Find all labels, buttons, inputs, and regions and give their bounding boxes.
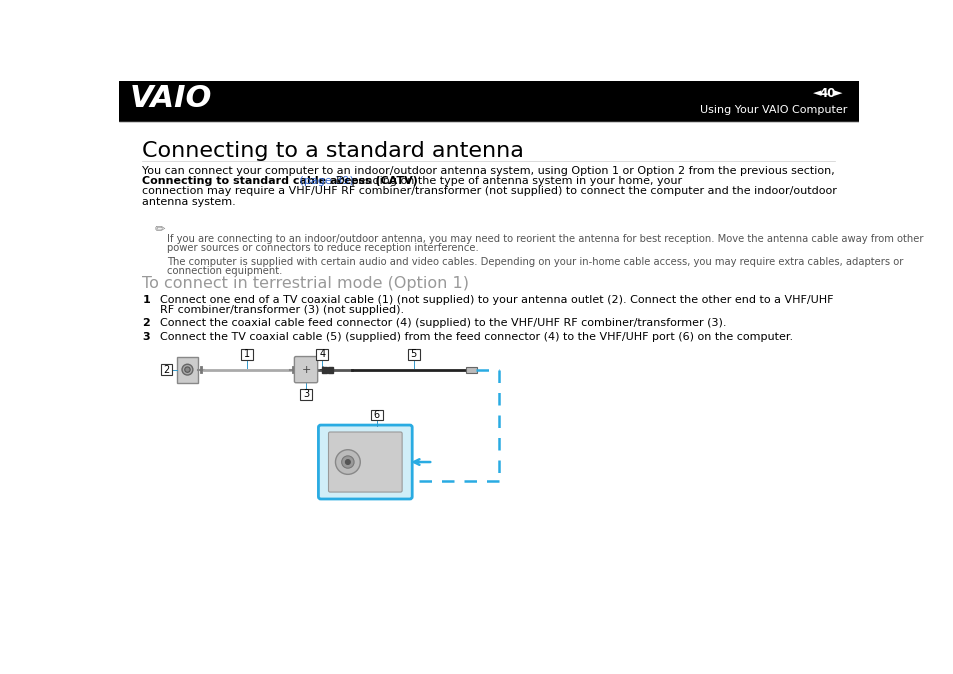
Text: 1: 1: [142, 295, 150, 305]
FancyBboxPatch shape: [318, 425, 412, 499]
Circle shape: [335, 450, 360, 474]
Circle shape: [341, 456, 354, 468]
Text: . Depending on the type of antenna system in your home, your: . Depending on the type of antenna syste…: [329, 176, 681, 186]
Text: 2: 2: [142, 318, 150, 328]
FancyBboxPatch shape: [294, 357, 317, 383]
Bar: [241, 349, 253, 360]
Circle shape: [185, 367, 190, 372]
Text: ✏: ✏: [154, 223, 165, 237]
Text: 5: 5: [410, 349, 416, 359]
Bar: [160, 364, 172, 375]
Text: RF combiner/transformer (3) (not supplied).: RF combiner/transformer (3) (not supplie…: [159, 305, 403, 315]
Bar: [119, 81, 858, 121]
Text: 3: 3: [303, 390, 309, 399]
Text: Connect the coaxial cable feed connector (4) (supplied) to the VHF/UHF RF combin: Connect the coaxial cable feed connector…: [159, 318, 725, 328]
Text: connection equipment.: connection equipment.: [167, 266, 282, 276]
Text: Using Your VAIO Computer: Using Your VAIO Computer: [700, 105, 847, 115]
Text: The computer is supplied with certain audio and video cables. Depending on your : The computer is supplied with certain au…: [167, 257, 902, 267]
Text: +: +: [317, 365, 325, 375]
Text: connection may require a VHF/UHF RF combiner/transformer (not supplied) to conne: connection may require a VHF/UHF RF comb…: [142, 187, 837, 196]
Circle shape: [345, 460, 350, 464]
Text: power sources or connectors to reduce reception interference.: power sources or connectors to reduce re…: [167, 243, 478, 253]
Bar: [322, 367, 327, 373]
Text: 40: 40: [819, 87, 835, 100]
Bar: [328, 367, 333, 373]
Text: Connect one end of a TV coaxial cable (1) (not supplied) to your antenna outlet : Connect one end of a TV coaxial cable (1…: [159, 295, 832, 305]
Text: Connect the TV coaxial cable (5) (supplied) from the feed connector (4) to the V: Connect the TV coaxial cable (5) (suppli…: [159, 332, 792, 342]
Text: ◄: ◄: [812, 88, 821, 98]
Bar: [177, 357, 197, 383]
FancyBboxPatch shape: [328, 432, 402, 492]
Bar: [408, 349, 419, 360]
Text: 2: 2: [163, 365, 170, 375]
Text: VAIO: VAIO: [130, 84, 213, 113]
Text: Connecting to standard cable access (CATV): Connecting to standard cable access (CAT…: [142, 176, 418, 186]
Bar: [466, 367, 476, 373]
Text: To connect in terrestrial mode (Option 1): To connect in terrestrial mode (Option 1…: [142, 276, 469, 290]
Text: ►: ►: [833, 88, 841, 98]
Text: 3: 3: [142, 332, 150, 342]
Bar: [316, 349, 328, 360]
Text: If you are connecting to an indoor/outdoor antenna, you may need to reorient the: If you are connecting to an indoor/outdo…: [167, 234, 923, 244]
Bar: [300, 389, 312, 400]
Text: 1: 1: [243, 349, 250, 359]
Circle shape: [182, 364, 193, 375]
Text: Connecting to a standard antenna: Connecting to a standard antenna: [142, 141, 524, 161]
Text: (page 39): (page 39): [295, 176, 354, 186]
Text: +: +: [301, 365, 311, 375]
Bar: [371, 410, 382, 421]
Text: antenna system.: antenna system.: [142, 197, 236, 207]
Text: You can connect your computer to an indoor/outdoor antenna system, using Option : You can connect your computer to an indo…: [142, 166, 835, 176]
Text: 6: 6: [374, 410, 379, 420]
Text: 4: 4: [319, 349, 325, 359]
